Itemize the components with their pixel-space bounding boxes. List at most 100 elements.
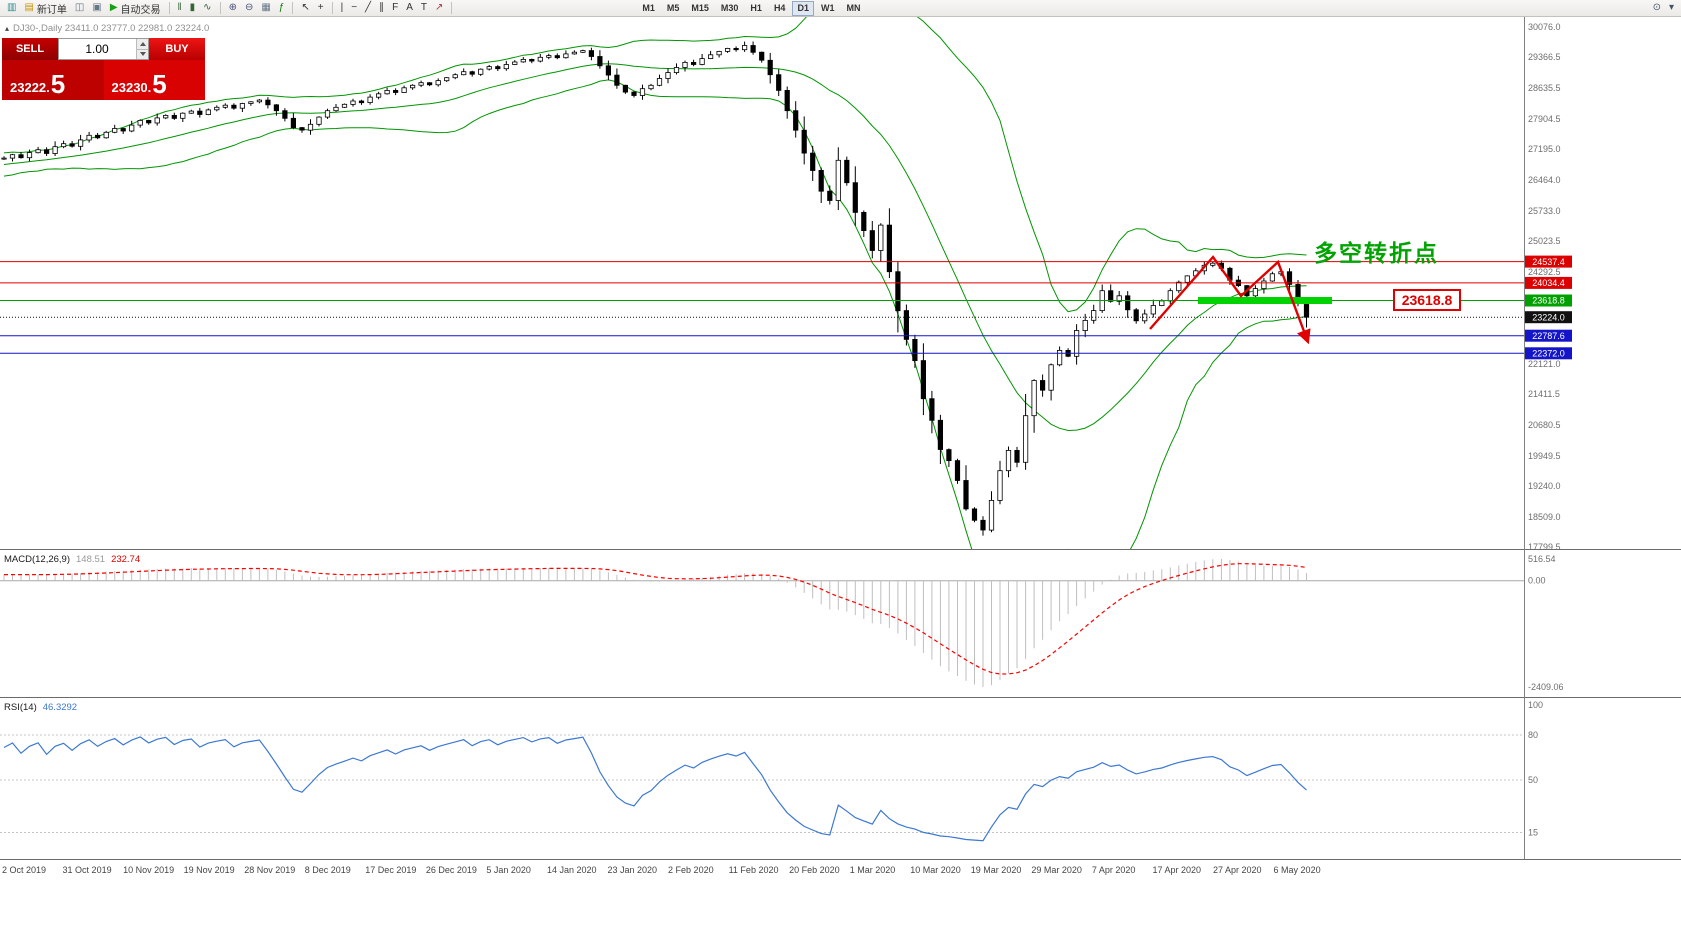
navigator-button[interactable]: ▣: [88, 1, 105, 16]
charts-button[interactable]: ▥: [3, 1, 20, 16]
svg-text:19240.0: 19240.0: [1528, 481, 1561, 491]
candlestick-chart-button[interactable]: ▮: [186, 1, 200, 16]
volume-spinner: [136, 39, 148, 59]
tile-windows-icon: ▦: [261, 2, 271, 13]
date-label: 29 Mar 2020: [1031, 865, 1082, 875]
buy-price[interactable]: 23230. 5: [103, 60, 205, 100]
indicators-icon: ƒ: [278, 2, 285, 13]
svg-text:23618.8: 23618.8: [1532, 296, 1565, 306]
price-callout-box: 23618.8: [1393, 289, 1461, 311]
price-line-label-box: [1525, 276, 1572, 289]
horizontal-price-lines[interactable]: 24537.4 24034.4 23618.8 23224.0 22787.6 22372…: [0, 255, 1572, 360]
tile-windows-button[interactable]: ▦: [257, 1, 274, 16]
date-label: 6 May 2020: [1273, 865, 1321, 875]
crosshair-button[interactable]: +: [314, 1, 328, 16]
market-watch-icon: ◫: [74, 2, 85, 13]
date-label: 2 Feb 2020: [668, 865, 714, 875]
svg-text:22787.6: 22787.6: [1532, 331, 1565, 341]
date-label: 23 Jan 2020: [607, 865, 658, 875]
date-label: 27 Apr 2020: [1213, 865, 1262, 875]
chart-annotations[interactable]: [1149, 255, 1332, 345]
chart-title: ▴ DJ30-,Daily 23411.0 23777.0 22981.0 23…: [5, 23, 209, 34]
arrows-icon: ↗: [434, 2, 444, 13]
text-label-button[interactable]: T: [417, 1, 431, 16]
crosshair-icon: +: [317, 2, 324, 13]
svg-text:15: 15: [1528, 828, 1538, 838]
horizontal-line-icon: −: [351, 2, 358, 13]
layout-icon: ▾: [1668, 2, 1674, 13]
cursor-button[interactable]: ↖: [297, 1, 313, 16]
one-click-collapse-icon[interactable]: ▴: [5, 24, 10, 33]
price-line-label-box: [1525, 311, 1572, 324]
svg-text:22372.0: 22372.0: [1532, 349, 1565, 359]
line-chart-button[interactable]: ∿: [199, 1, 215, 16]
toolbar-separator: [451, 2, 453, 14]
sell-price-main: 23222.: [10, 79, 50, 95]
macd-canvas[interactable]: 516.54 0.00 -2409.06: [0, 549, 1681, 697]
timeframe-h4-button[interactable]: H4: [773, 2, 786, 13]
date-label: 28 Nov 2019: [244, 865, 296, 875]
new-order-button[interactable]: ▤ 新订单: [20, 1, 70, 16]
macd-label: MACD(12,26,9) 148.51 232.74: [4, 554, 140, 565]
zoom-out-button[interactable]: ⊖: [241, 1, 257, 16]
timeframe-w1-button[interactable]: W1: [820, 2, 835, 13]
timeframe-mn-button[interactable]: MN: [846, 2, 861, 13]
rsi-canvas[interactable]: 100 80 50 15: [0, 697, 1681, 859]
up-arrow-icon: [139, 41, 146, 46]
timeframe-m15-button[interactable]: M15: [691, 2, 709, 13]
sell-price[interactable]: 23222. 5: [2, 60, 104, 100]
date-label: 26 Dec 2019: [425, 865, 477, 875]
timeframe-h1-button[interactable]: H1: [750, 2, 762, 13]
search-button[interactable]: ⊙: [1649, 1, 1665, 16]
indicators-button[interactable]: ƒ: [275, 1, 289, 16]
buy-button[interactable]: BUY: [149, 38, 205, 60]
toolbar-separator: [292, 2, 294, 14]
market-watch-button[interactable]: ◫: [71, 1, 88, 16]
date-label: 31 Oct 2019: [62, 865, 112, 875]
svg-text:26464.0: 26464.0: [1528, 175, 1561, 185]
price-chart-canvas[interactable]: 24537.4 24034.4 23618.8 23224.0 22787.6 22372…: [0, 17, 1681, 549]
auto-trading-button[interactable]: ▶ 自动交易: [106, 1, 165, 16]
arrows-button[interactable]: ↗: [431, 1, 447, 16]
zoom-in-button[interactable]: ⊕: [225, 1, 241, 16]
fibonacci-button[interactable]: F: [388, 1, 402, 16]
rsi-panel: 100 80 50 15 RSI(14) 46.3292: [0, 697, 1681, 859]
date-label: 2 Oct 2019: [2, 865, 47, 875]
buy-price-main: 23230.: [111, 79, 152, 95]
sell-button[interactable]: SELL: [2, 38, 58, 60]
date-label: 19 Nov 2019: [183, 865, 235, 875]
date-label: 1 Mar 2020: [849, 865, 896, 875]
date-label: 8 Dec 2019: [304, 865, 351, 875]
volume-decrease-button[interactable]: [137, 48, 148, 59]
support-band[interactable]: [1198, 297, 1332, 304]
zoom-in-icon: ⊕: [228, 2, 237, 13]
svg-text:29366.5: 29366.5: [1528, 52, 1561, 62]
price-line-label-box: [1525, 255, 1572, 268]
svg-text:17799.5: 17799.5: [1528, 542, 1561, 549]
timeframe-d1-button[interactable]: D1: [792, 0, 814, 16]
date-axis[interactable]: 2 Oct 2019 31 Oct 2019 10 Nov 2019 19 Nov 2…: [0, 859, 1681, 880]
price-line-label-box: [1525, 329, 1572, 342]
bar-chart-button[interactable]: ‖: [174, 1, 186, 16]
layout-button[interactable]: ▾: [1665, 1, 1678, 16]
price-line-label-box: [1525, 294, 1572, 307]
trendline-button[interactable]: ╱: [361, 1, 375, 16]
one-click-trading-panel: SELL BUY 23222. 5 23230. 5: [2, 38, 205, 100]
date-label: 7 Apr 2020: [1091, 865, 1136, 875]
timeframe-m1-button[interactable]: M1: [642, 2, 655, 13]
macd-panel: 516.54 0.00 -2409.06 MACD(12,26,9) 148.51 …: [0, 549, 1681, 697]
vertical-line-button[interactable]: |: [337, 1, 348, 16]
horizontal-line-button[interactable]: −: [347, 1, 361, 16]
volume-input[interactable]: [59, 39, 135, 59]
down-arrow-icon: [139, 52, 146, 57]
volume-increase-button[interactable]: [137, 39, 148, 49]
text-button[interactable]: A: [402, 1, 417, 16]
timeframe-m5-button[interactable]: M5: [666, 2, 680, 13]
zigzag-trend-arrow[interactable]: [1149, 255, 1311, 345]
date-label: 19 Mar 2020: [970, 865, 1022, 875]
timeframe-m30-button[interactable]: M30: [720, 2, 739, 13]
equidistant-channel-button[interactable]: ∥: [375, 1, 388, 16]
svg-text:21411.5: 21411.5: [1528, 389, 1560, 399]
new-order-icon: ▤: [24, 2, 34, 13]
